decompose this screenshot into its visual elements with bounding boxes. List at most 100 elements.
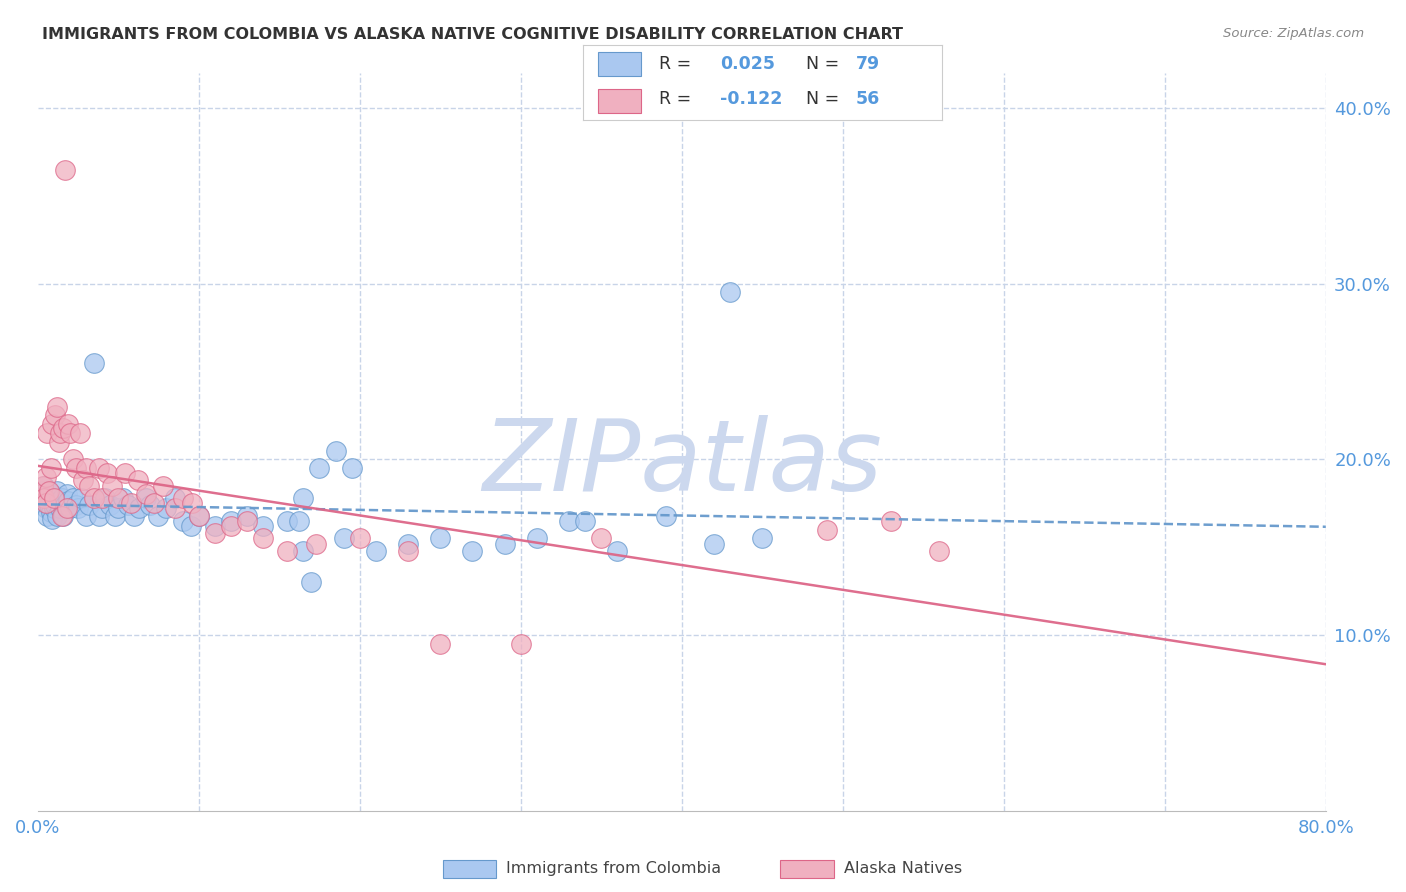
Point [41,487,63,501]
Point [252,519,274,533]
Point [340,461,363,475]
Point [558,514,581,528]
Point [39,505,62,519]
Point [429,532,451,546]
Point [163,491,186,505]
Point [46,483,69,498]
Point [32,478,55,492]
Point [308,461,330,475]
Point [32,491,55,505]
FancyBboxPatch shape [598,88,641,112]
Point [606,543,628,558]
Point [58,494,80,508]
FancyBboxPatch shape [598,52,641,77]
Point [236,508,259,523]
Point [120,496,142,510]
Point [37,508,59,523]
Point [55,487,77,501]
Point [37,494,59,508]
Point [155,501,177,516]
Point [52,508,75,523]
Text: Alaska Natives: Alaska Natives [844,862,962,876]
Point [91,491,114,505]
Text: 0.025: 0.025 [720,54,775,72]
Point [83,491,105,505]
Point [276,543,298,558]
Point [55,501,77,516]
Point [204,519,226,533]
Point [48,434,70,449]
Point [52,420,75,434]
Point [38,483,60,498]
Point [83,356,105,370]
Text: -0.122: -0.122 [720,90,782,108]
Point [880,514,903,528]
Point [37,425,59,440]
Point [30,491,52,505]
Point [42,501,65,516]
Point [44,409,66,423]
Point [332,532,354,546]
Point [718,285,741,300]
Point [53,498,76,512]
Point [42,494,65,508]
Point [41,417,63,432]
Point [299,575,322,590]
Point [494,536,516,550]
Point [35,487,58,501]
Point [187,508,209,523]
Point [591,532,613,546]
Point [114,467,136,481]
Point [87,461,110,475]
Point [62,452,84,467]
Point [111,491,134,505]
Point [751,532,773,546]
Text: R =: R = [659,90,690,108]
Point [429,637,451,651]
Point [654,508,676,523]
Point [35,470,58,484]
Point [35,496,58,510]
Point [46,508,69,523]
Point [509,637,531,651]
Point [928,543,950,558]
Point [292,543,315,558]
Point [104,508,127,523]
Point [62,491,84,505]
Point [305,536,328,550]
Point [236,514,259,528]
Point [96,467,118,481]
Point [124,508,146,523]
Point [49,425,72,440]
Point [65,461,87,475]
Text: N =: N = [806,90,839,108]
Point [31,478,53,492]
Point [48,494,70,508]
Point [70,491,93,505]
Point [31,483,53,498]
Point [815,523,838,537]
Point [75,461,97,475]
Point [35,501,58,516]
Point [59,425,82,440]
Text: N =: N = [806,54,839,72]
Point [172,491,194,505]
Point [349,532,371,546]
Point [72,474,94,488]
Text: ZIPatlas: ZIPatlas [482,416,882,512]
Point [98,498,121,512]
Point [148,508,170,523]
Point [44,498,66,512]
Point [44,491,66,505]
Point [38,498,60,512]
Point [292,491,315,505]
Text: 79: 79 [856,54,880,72]
Text: Source: ZipAtlas.com: Source: ZipAtlas.com [1223,27,1364,40]
Point [219,514,242,528]
Point [526,532,548,546]
Point [396,543,419,558]
Text: R =: R = [659,54,690,72]
Point [287,514,309,528]
Point [66,501,89,516]
Point [139,498,162,512]
